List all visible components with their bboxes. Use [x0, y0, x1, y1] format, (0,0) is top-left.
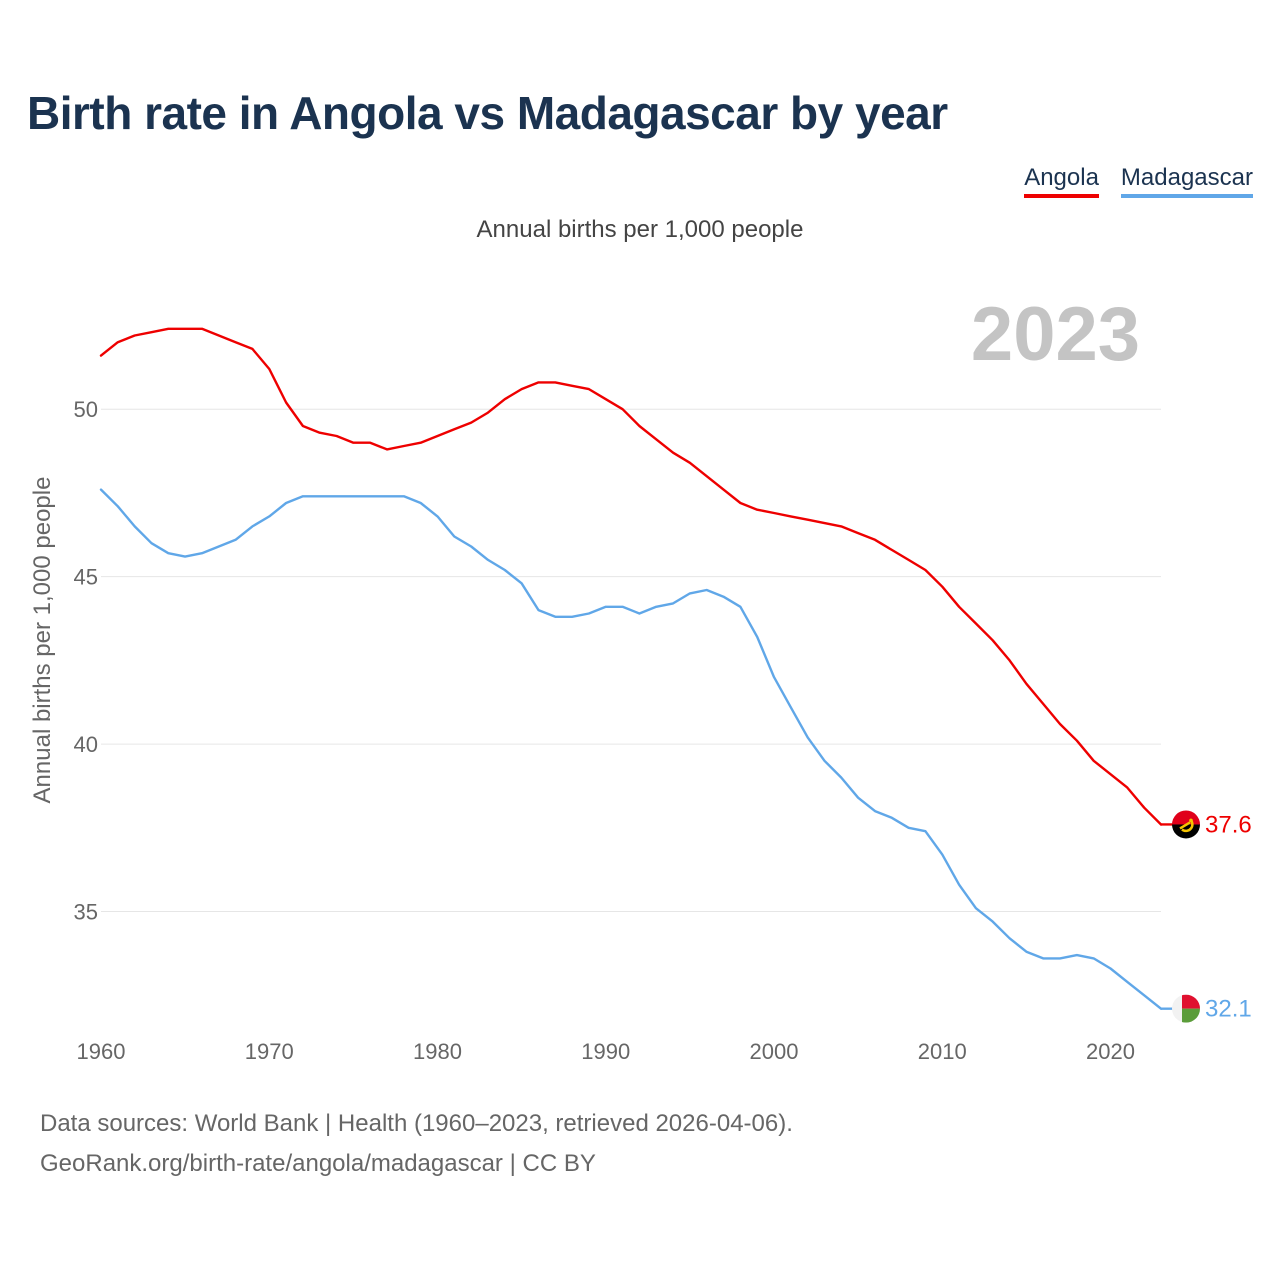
- y-axis-ticks: 35 40 45 50: [74, 397, 98, 924]
- footer: Data sources: World Bank | Health (1960–…: [40, 1104, 793, 1184]
- y-axis-label: Annual births per 1,000 people: [29, 477, 56, 804]
- x-tick-label: 1970: [245, 1039, 294, 1064]
- legend: Angola Madagascar: [1024, 164, 1253, 198]
- end-flags: [1172, 810, 1200, 1023]
- madagascar-flag-icon: [1172, 994, 1200, 1023]
- chart-subtitle: Annual births per 1,000 people: [476, 216, 804, 243]
- x-tick-label: 2020: [1086, 1039, 1135, 1064]
- legend-item-madagascar[interactable]: Madagascar: [1120, 164, 1253, 198]
- footer-credit: GeoRank.org/birth-rate/angola/madagascar…: [40, 1150, 596, 1177]
- chart-title: Birth rate in Angola vs Madagascar by ye…: [27, 87, 948, 139]
- x-tick-label: 1960: [77, 1039, 126, 1064]
- series-line-angola: [99, 327, 1163, 826]
- end-labels: 37.6 32.1: [1205, 811, 1252, 1022]
- end-label-angola: 37.6: [1205, 811, 1252, 838]
- y-tick-label: 40: [74, 732, 98, 757]
- x-axis-ticks: 1960 1970 1980 1990 2000 2010 2020: [77, 1039, 1135, 1064]
- x-tick-label: 2010: [918, 1039, 967, 1064]
- y-tick-label: 35: [74, 900, 98, 925]
- footer-sources: Data sources: World Bank | Health (1960–…: [40, 1110, 793, 1137]
- y-tick-label: 50: [74, 397, 98, 422]
- x-tick-label: 1980: [413, 1039, 462, 1064]
- angola-flag-icon: [1172, 810, 1200, 839]
- year-label: 2023: [971, 292, 1140, 377]
- legend-item-angola[interactable]: Angola: [1024, 164, 1099, 198]
- series-group: [99, 327, 1186, 1010]
- gridlines: [101, 408, 1161, 913]
- x-tick-label: 2000: [750, 1039, 799, 1064]
- end-label-madagascar: 32.1: [1205, 996, 1252, 1023]
- series-line-madagascar: [99, 488, 1163, 1010]
- y-tick-label: 45: [74, 565, 98, 590]
- x-tick-label: 1990: [581, 1039, 630, 1064]
